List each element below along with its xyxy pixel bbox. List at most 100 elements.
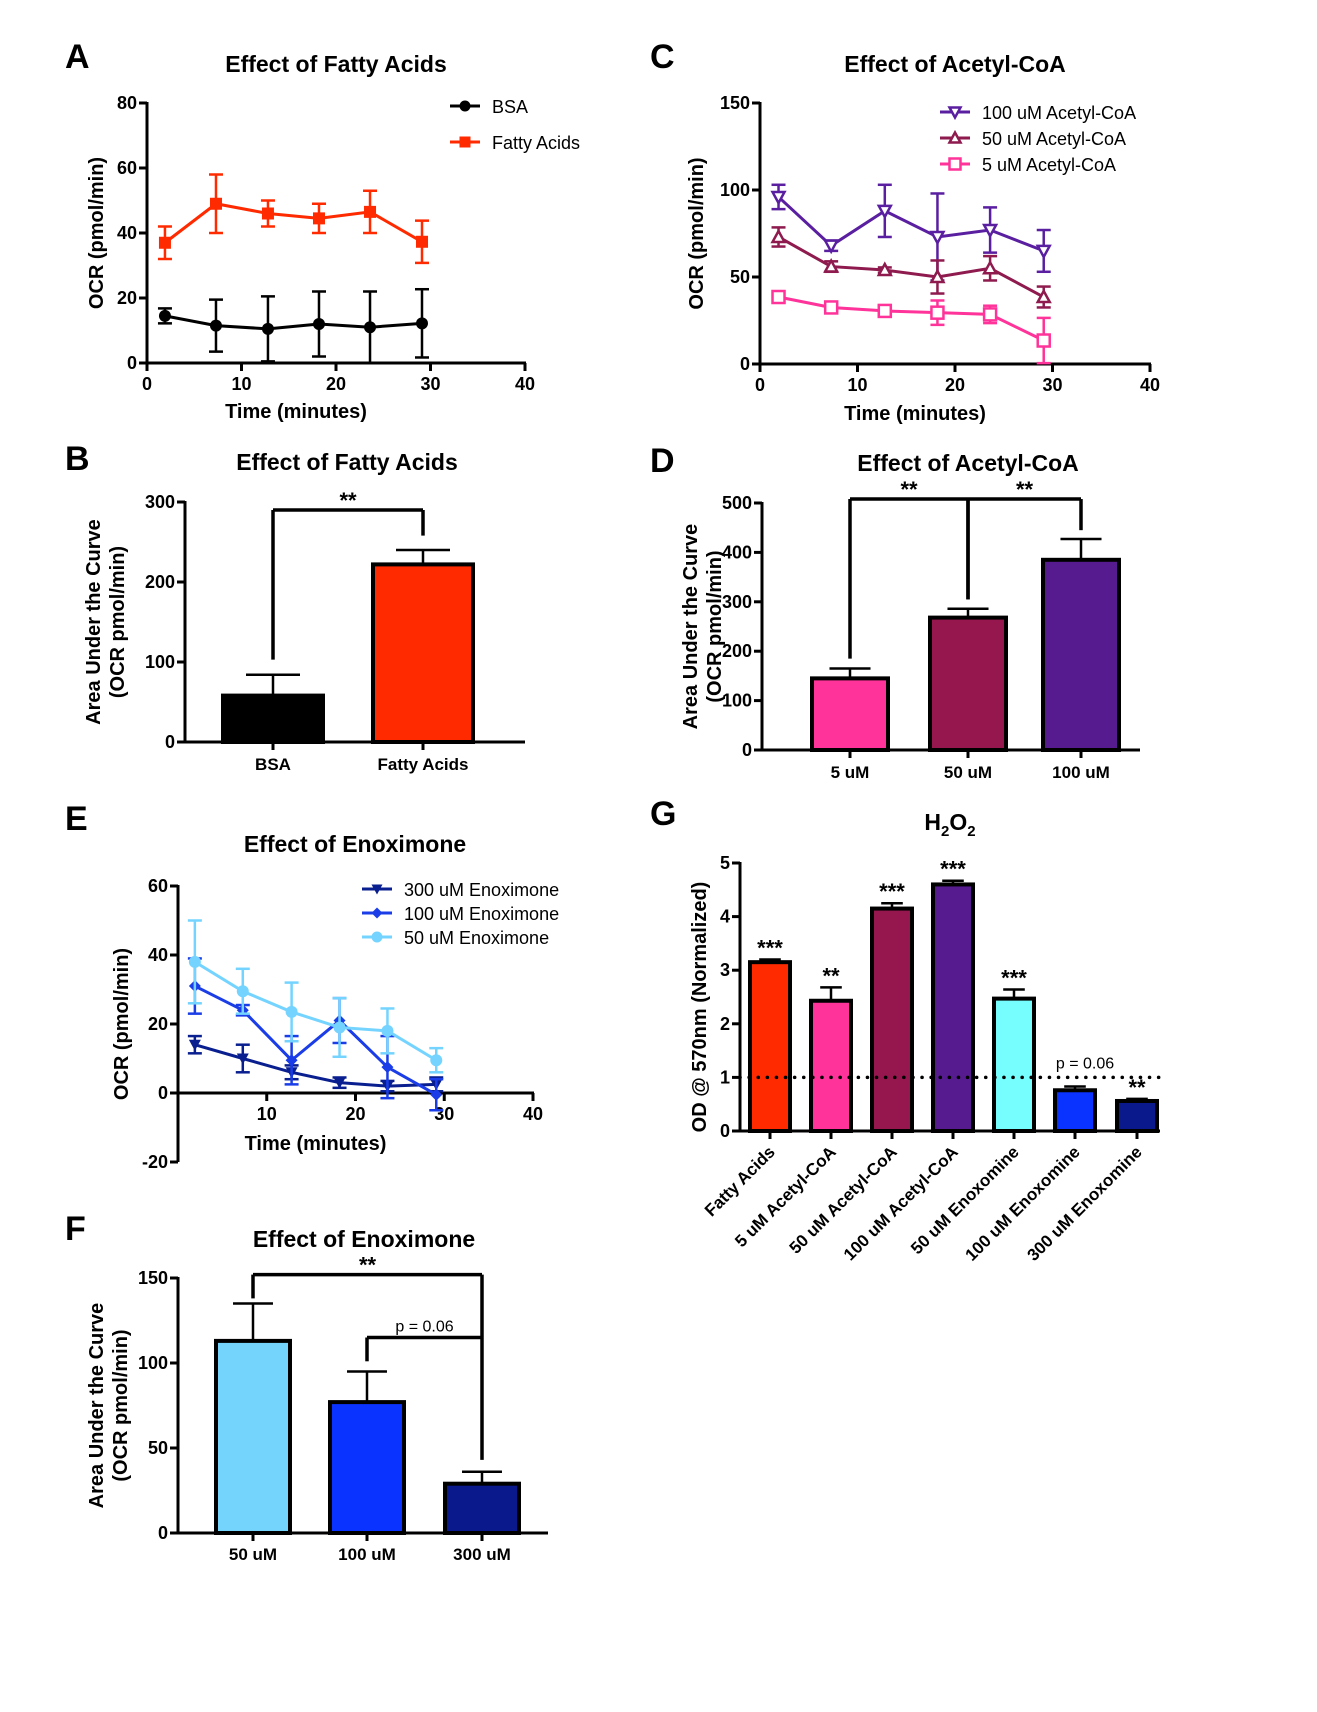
square-marker xyxy=(459,136,471,148)
y-tick-label: 150 xyxy=(720,93,750,113)
panel-C: C Effect of Acetyl-CoA 0 50 100 150 0 10 20 30 40 T… xyxy=(650,38,1160,425)
panel-letter: F xyxy=(65,1210,86,1248)
title-part-sub1: 2 xyxy=(941,823,949,840)
panel-letter: B xyxy=(65,440,90,478)
bar xyxy=(371,562,475,745)
x-tick-label: 300 uM xyxy=(453,1545,511,1564)
bar xyxy=(328,1400,406,1535)
triangle-up-open-marker xyxy=(929,268,946,284)
x-tick-label: 50 uM Enoxomine xyxy=(907,1142,1023,1258)
chart-title: Effect of Acetyl-CoA xyxy=(844,51,1066,77)
square-open-marker xyxy=(877,303,893,319)
triangle-up-open-marker xyxy=(823,257,840,273)
y-tick-label: -20 xyxy=(142,1152,168,1172)
x-tick-label: 30 xyxy=(420,374,440,394)
triangle-down-open-marker xyxy=(770,190,787,206)
x-tick-label: 50 uM xyxy=(944,763,992,782)
circle-marker xyxy=(364,321,377,334)
triangle-down-open-marker xyxy=(947,106,963,121)
y-tick-label: 5 xyxy=(720,853,730,873)
square-marker xyxy=(312,212,325,225)
square-marker xyxy=(209,197,222,210)
x-tick-label: 100 uM Acetyl-CoA xyxy=(840,1142,962,1264)
x-axis-label: Time (minutes) xyxy=(844,403,986,425)
bar xyxy=(870,906,914,1133)
series-100-um-enoximone: 100 uM Enoximone xyxy=(187,904,559,1112)
series-line xyxy=(777,195,1045,253)
bar-group: 100 uM xyxy=(1041,537,1121,782)
significance-bracket: ** xyxy=(966,477,1083,600)
y-tick-label: 100 xyxy=(138,1353,168,1373)
chart-title: Effect of Enoximone xyxy=(253,1226,475,1252)
y-tick-label: 50 xyxy=(148,1438,168,1458)
bar xyxy=(928,615,1008,752)
bar-group: BSA xyxy=(221,673,325,774)
circle-marker xyxy=(415,317,428,330)
significance-label: *** xyxy=(1001,965,1027,990)
x-tick-label: 0 xyxy=(142,374,152,394)
panel-D: D Effect of Acetyl-CoA 0 100 200 300 400 500 Are… xyxy=(650,442,1140,782)
circle-marker xyxy=(381,1024,394,1037)
x-tick-label: 300 uM Enoxomine xyxy=(1024,1142,1146,1264)
circle-marker xyxy=(459,100,471,112)
square-open-marker xyxy=(771,289,786,305)
series-300-um-enoximone: 300 uM Enoximone xyxy=(187,880,559,1093)
y-tick-label: 60 xyxy=(148,876,168,896)
square-marker xyxy=(261,207,274,220)
y-tick-label: 100 xyxy=(145,652,175,672)
x-tick-label: Fatty Acids xyxy=(377,755,468,774)
triangle-down-marker xyxy=(371,884,383,895)
x-tick-label: 100 uM xyxy=(1052,763,1110,782)
circle-marker xyxy=(188,955,201,968)
square-open-marker xyxy=(982,307,998,322)
bar xyxy=(1053,1088,1097,1134)
reference-label: p = 0.06 xyxy=(1056,1055,1114,1072)
y-tick-label: 3 xyxy=(720,960,730,980)
bar-group: 5 uM xyxy=(810,667,890,782)
significance-bracket: ** xyxy=(271,488,425,660)
circle-marker xyxy=(158,309,171,322)
panel-letter: D xyxy=(650,442,675,480)
y-tick-label: 300 xyxy=(722,592,752,612)
series-line xyxy=(194,1043,437,1088)
significance-bracket: p = 0.06 xyxy=(365,1319,482,1362)
x-tick-label: 10 xyxy=(257,1104,277,1124)
chart-title: Effect of Fatty Acids xyxy=(236,449,458,475)
square-open-marker xyxy=(1036,333,1051,348)
bar xyxy=(931,882,975,1133)
bar-group: 50 uM xyxy=(928,607,1008,782)
bar xyxy=(748,960,792,1133)
circle-marker xyxy=(312,318,325,330)
bar xyxy=(443,1481,521,1535)
y-tick-label: 0 xyxy=(158,1083,168,1103)
significance-label: ** xyxy=(1128,1075,1146,1100)
y-tick-label: 400 xyxy=(722,542,752,562)
x-tick-label: 100 uM Enoxomine xyxy=(962,1142,1084,1264)
square-marker xyxy=(415,235,428,248)
x-axis-label: Time (minutes) xyxy=(225,401,367,423)
y-tick-label: 200 xyxy=(145,572,175,592)
series-50-um-enoximone: 50 uM Enoximone xyxy=(187,919,549,1074)
panel-B: B Effect of Fatty Acids 0 100 200 300 Area Und… xyxy=(65,440,525,774)
y-axis-label: Area Under the Curve xyxy=(83,519,105,725)
y-axis-label: (OCR pmol/min) xyxy=(107,546,129,698)
square-open-marker xyxy=(948,157,962,171)
series-bsa: BSA xyxy=(157,97,528,365)
square-marker xyxy=(158,236,171,249)
circle-marker xyxy=(430,1054,443,1067)
series-50-um-acetyl-coa: 50 uM Acetyl-CoA xyxy=(770,129,1126,309)
significance-label: *** xyxy=(879,879,905,904)
x-axis-label: Time (minutes) xyxy=(245,1133,387,1155)
diamond-marker xyxy=(381,1061,394,1074)
series-line xyxy=(194,960,438,1062)
x-tick-label: 40 xyxy=(523,1104,543,1124)
series-line xyxy=(778,295,1045,342)
title-part-base1: H xyxy=(924,809,941,835)
legend-label: Fatty Acids xyxy=(492,133,580,153)
circle-marker xyxy=(371,931,383,943)
circle-marker xyxy=(209,319,222,332)
bar-group: Fatty Acids xyxy=(371,548,475,774)
bar-group: 100 uM xyxy=(328,1370,406,1564)
